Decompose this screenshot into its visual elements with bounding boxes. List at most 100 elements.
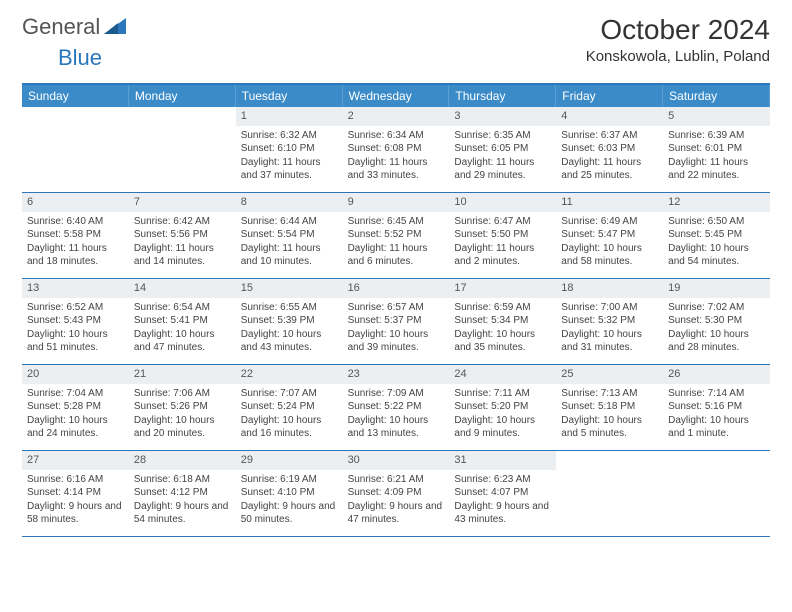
sunset-line: Sunset: 5:58 PM bbox=[27, 228, 124, 242]
date-number: 19 bbox=[663, 279, 770, 298]
sunset-line: Sunset: 5:26 PM bbox=[134, 400, 231, 414]
sunset-line: Sunset: 5:37 PM bbox=[348, 314, 445, 328]
day-cell: 7Sunrise: 6:42 AMSunset: 5:56 PMDaylight… bbox=[129, 193, 236, 279]
day-cell: 13Sunrise: 6:52 AMSunset: 5:43 PMDayligh… bbox=[22, 279, 129, 365]
date-number: 11 bbox=[556, 193, 663, 212]
daylight-line: Daylight: 10 hours and 28 minutes. bbox=[668, 328, 765, 355]
day-cell: 28Sunrise: 6:18 AMSunset: 4:12 PMDayligh… bbox=[129, 451, 236, 537]
date-number: 4 bbox=[556, 107, 663, 126]
sunrise-line: Sunrise: 6:59 AM bbox=[454, 301, 551, 315]
day-cell: 22Sunrise: 7:07 AMSunset: 5:24 PMDayligh… bbox=[236, 365, 343, 451]
sunrise-line: Sunrise: 7:13 AM bbox=[561, 387, 658, 401]
daylight-line: Daylight: 11 hours and 18 minutes. bbox=[27, 242, 124, 269]
day-cell: 24Sunrise: 7:11 AMSunset: 5:20 PMDayligh… bbox=[449, 365, 556, 451]
day-details: Sunrise: 6:52 AMSunset: 5:43 PMDaylight:… bbox=[22, 298, 129, 360]
sunrise-line: Sunrise: 6:23 AM bbox=[454, 473, 551, 487]
daylight-line: Daylight: 9 hours and 58 minutes. bbox=[27, 500, 124, 527]
daylight-line: Daylight: 10 hours and 51 minutes. bbox=[27, 328, 124, 355]
daylight-line: Daylight: 11 hours and 33 minutes. bbox=[348, 156, 445, 183]
day-details: Sunrise: 6:34 AMSunset: 6:08 PMDaylight:… bbox=[343, 126, 450, 188]
sunrise-line: Sunrise: 6:37 AM bbox=[561, 129, 658, 143]
day-details: Sunrise: 6:19 AMSunset: 4:10 PMDaylight:… bbox=[236, 470, 343, 532]
sunset-line: Sunset: 5:32 PM bbox=[561, 314, 658, 328]
day-details: Sunrise: 6:57 AMSunset: 5:37 PMDaylight:… bbox=[343, 298, 450, 360]
date-number: 22 bbox=[236, 365, 343, 384]
day-details: Sunrise: 6:37 AMSunset: 6:03 PMDaylight:… bbox=[556, 126, 663, 188]
sunset-line: Sunset: 5:41 PM bbox=[134, 314, 231, 328]
sunset-line: Sunset: 5:16 PM bbox=[668, 400, 765, 414]
daylight-line: Daylight: 10 hours and 16 minutes. bbox=[241, 414, 338, 441]
day-details: Sunrise: 6:50 AMSunset: 5:45 PMDaylight:… bbox=[663, 212, 770, 274]
day-details: Sunrise: 7:07 AMSunset: 5:24 PMDaylight:… bbox=[236, 384, 343, 446]
date-number: 5 bbox=[663, 107, 770, 126]
sunrise-line: Sunrise: 6:44 AM bbox=[241, 215, 338, 229]
date-number: 14 bbox=[129, 279, 236, 298]
sunrise-line: Sunrise: 6:40 AM bbox=[27, 215, 124, 229]
day-header: Friday bbox=[556, 85, 663, 107]
logo-text-blue: Blue bbox=[58, 45, 102, 70]
sunrise-line: Sunrise: 6:18 AM bbox=[134, 473, 231, 487]
day-header: Tuesday bbox=[236, 85, 343, 107]
sunset-line: Sunset: 4:14 PM bbox=[27, 486, 124, 500]
sunset-line: Sunset: 5:39 PM bbox=[241, 314, 338, 328]
daylight-line: Daylight: 11 hours and 22 minutes. bbox=[668, 156, 765, 183]
date-number: 16 bbox=[343, 279, 450, 298]
day-cell: 1Sunrise: 6:32 AMSunset: 6:10 PMDaylight… bbox=[236, 107, 343, 193]
day-cell: 8Sunrise: 6:44 AMSunset: 5:54 PMDaylight… bbox=[236, 193, 343, 279]
sunrise-line: Sunrise: 6:49 AM bbox=[561, 215, 658, 229]
day-cell: 21Sunrise: 7:06 AMSunset: 5:26 PMDayligh… bbox=[129, 365, 236, 451]
daylight-line: Daylight: 11 hours and 37 minutes. bbox=[241, 156, 338, 183]
empty-cell bbox=[663, 451, 770, 537]
daylight-line: Daylight: 9 hours and 54 minutes. bbox=[134, 500, 231, 527]
day-details: Sunrise: 7:14 AMSunset: 5:16 PMDaylight:… bbox=[663, 384, 770, 446]
sunrise-line: Sunrise: 6:50 AM bbox=[668, 215, 765, 229]
day-cell: 4Sunrise: 6:37 AMSunset: 6:03 PMDaylight… bbox=[556, 107, 663, 193]
date-number: 13 bbox=[22, 279, 129, 298]
daylight-line: Daylight: 11 hours and 29 minutes. bbox=[454, 156, 551, 183]
sunrise-line: Sunrise: 6:45 AM bbox=[348, 215, 445, 229]
date-number: 2 bbox=[343, 107, 450, 126]
day-cell: 10Sunrise: 6:47 AMSunset: 5:50 PMDayligh… bbox=[449, 193, 556, 279]
day-cell: 23Sunrise: 7:09 AMSunset: 5:22 PMDayligh… bbox=[343, 365, 450, 451]
day-details: Sunrise: 6:59 AMSunset: 5:34 PMDaylight:… bbox=[449, 298, 556, 360]
date-number: 9 bbox=[343, 193, 450, 212]
sunset-line: Sunset: 5:18 PM bbox=[561, 400, 658, 414]
daylight-line: Daylight: 10 hours and 47 minutes. bbox=[134, 328, 231, 355]
day-header: Wednesday bbox=[343, 85, 450, 107]
day-details: Sunrise: 7:09 AMSunset: 5:22 PMDaylight:… bbox=[343, 384, 450, 446]
date-number: 31 bbox=[449, 451, 556, 470]
day-cell: 6Sunrise: 6:40 AMSunset: 5:58 PMDaylight… bbox=[22, 193, 129, 279]
logo-text-general: General bbox=[22, 14, 100, 40]
sunset-line: Sunset: 4:09 PM bbox=[348, 486, 445, 500]
sunset-line: Sunset: 5:28 PM bbox=[27, 400, 124, 414]
sunset-line: Sunset: 5:43 PM bbox=[27, 314, 124, 328]
day-header: Monday bbox=[129, 85, 236, 107]
sunset-line: Sunset: 6:10 PM bbox=[241, 142, 338, 156]
date-number: 30 bbox=[343, 451, 450, 470]
sunrise-line: Sunrise: 7:06 AM bbox=[134, 387, 231, 401]
day-details: Sunrise: 6:39 AMSunset: 6:01 PMDaylight:… bbox=[663, 126, 770, 188]
sunset-line: Sunset: 4:12 PM bbox=[134, 486, 231, 500]
day-details: Sunrise: 7:04 AMSunset: 5:28 PMDaylight:… bbox=[22, 384, 129, 446]
daylight-line: Daylight: 11 hours and 2 minutes. bbox=[454, 242, 551, 269]
day-details: Sunrise: 6:55 AMSunset: 5:39 PMDaylight:… bbox=[236, 298, 343, 360]
day-cell: 5Sunrise: 6:39 AMSunset: 6:01 PMDaylight… bbox=[663, 107, 770, 193]
day-details: Sunrise: 6:54 AMSunset: 5:41 PMDaylight:… bbox=[129, 298, 236, 360]
day-cell: 18Sunrise: 7:00 AMSunset: 5:32 PMDayligh… bbox=[556, 279, 663, 365]
month-title: October 2024 bbox=[586, 14, 770, 46]
sunset-line: Sunset: 5:56 PM bbox=[134, 228, 231, 242]
day-cell: 19Sunrise: 7:02 AMSunset: 5:30 PMDayligh… bbox=[663, 279, 770, 365]
daylight-line: Daylight: 10 hours and 5 minutes. bbox=[561, 414, 658, 441]
empty-cell bbox=[556, 451, 663, 537]
calendar-grid: SundayMondayTuesdayWednesdayThursdayFrid… bbox=[22, 83, 770, 537]
sunset-line: Sunset: 4:07 PM bbox=[454, 486, 551, 500]
date-number: 25 bbox=[556, 365, 663, 384]
date-number: 26 bbox=[663, 365, 770, 384]
date-number: 21 bbox=[129, 365, 236, 384]
sunset-line: Sunset: 5:30 PM bbox=[668, 314, 765, 328]
sunset-line: Sunset: 6:03 PM bbox=[561, 142, 658, 156]
day-cell: 9Sunrise: 6:45 AMSunset: 5:52 PMDaylight… bbox=[343, 193, 450, 279]
sunrise-line: Sunrise: 6:35 AM bbox=[454, 129, 551, 143]
sunrise-line: Sunrise: 7:07 AM bbox=[241, 387, 338, 401]
logo-triangle-icon bbox=[104, 18, 126, 39]
